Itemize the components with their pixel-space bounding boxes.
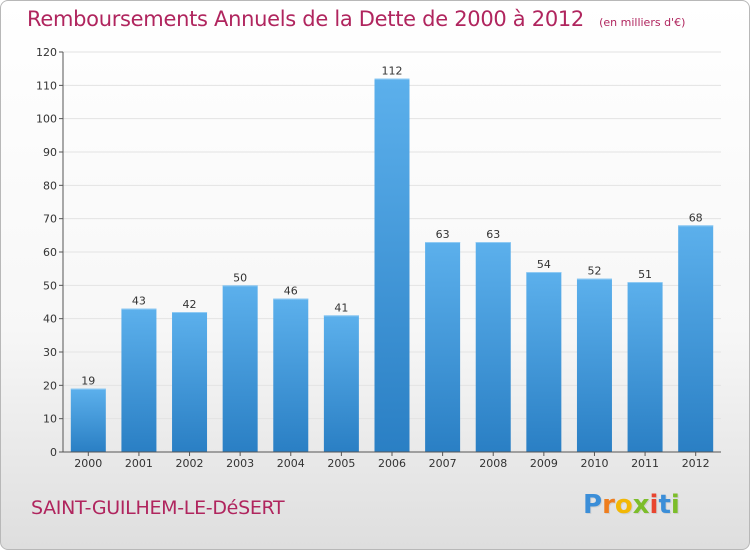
y-tick-label: 100 bbox=[36, 113, 57, 126]
y-tick-label: 80 bbox=[43, 179, 57, 192]
x-tick-label: 2012 bbox=[682, 457, 710, 470]
y-tick-label: 60 bbox=[43, 246, 57, 259]
bar bbox=[678, 225, 714, 452]
x-tick-label: 2001 bbox=[125, 457, 153, 470]
logo-letter: t bbox=[658, 490, 671, 520]
y-tick-label: 0 bbox=[50, 446, 57, 459]
data-label: 112 bbox=[382, 65, 403, 78]
bar-layer: 19 43 42 50 46 41 112 63 63 54 52 51 68 bbox=[70, 65, 714, 453]
x-tick-label: 2009 bbox=[530, 457, 558, 470]
commune-name: SAINT-GUILHEM-LE-DéSERT bbox=[31, 497, 285, 519]
x-tick-label: 2005 bbox=[327, 457, 355, 470]
x-tick-label: 2000 bbox=[74, 457, 102, 470]
logo-letter: x bbox=[632, 490, 650, 520]
y-tick-label: 90 bbox=[43, 146, 57, 159]
data-label: 46 bbox=[284, 285, 298, 298]
data-label: 54 bbox=[537, 258, 551, 271]
y-tick-label: 110 bbox=[36, 79, 57, 92]
data-label: 41 bbox=[334, 301, 348, 314]
bar bbox=[323, 315, 359, 452]
chart-unit: (en milliers d'€) bbox=[599, 16, 686, 29]
data-label: 19 bbox=[81, 375, 95, 388]
logo-letter: P bbox=[583, 490, 603, 520]
logo-letter: o bbox=[614, 490, 633, 520]
x-tick-label: 2003 bbox=[226, 457, 254, 470]
bar bbox=[526, 272, 562, 452]
chart-title: Remboursements Annuels de la Dette de 20… bbox=[27, 7, 584, 31]
bar bbox=[627, 282, 663, 452]
bar bbox=[475, 242, 511, 452]
data-label: 63 bbox=[486, 228, 500, 241]
bar bbox=[273, 298, 309, 452]
y-tick-label: 30 bbox=[43, 346, 57, 359]
data-label: 42 bbox=[183, 298, 197, 311]
proxiti-logo[interactable]: Proxiti bbox=[583, 490, 680, 520]
data-label: 50 bbox=[233, 271, 247, 284]
y-tick-label: 70 bbox=[43, 213, 57, 226]
axis-layer: 0 10 20 30 40 50 60 70 80 90 100 110 120 2000 2001 2002… bbox=[36, 46, 721, 470]
x-tick-label: 2004 bbox=[277, 457, 305, 470]
logo-letter: r bbox=[602, 490, 615, 520]
data-label: 51 bbox=[638, 268, 652, 281]
bar bbox=[425, 242, 461, 452]
y-tick-label: 20 bbox=[43, 379, 57, 392]
y-tick-label: 10 bbox=[43, 413, 57, 426]
data-label: 68 bbox=[689, 211, 703, 224]
y-tick-label: 40 bbox=[43, 313, 57, 326]
y-tick-label: 50 bbox=[43, 279, 57, 292]
bar bbox=[222, 285, 258, 452]
x-tick-label: 2010 bbox=[580, 457, 608, 470]
bar bbox=[121, 308, 157, 452]
x-tick-label: 2007 bbox=[429, 457, 457, 470]
x-tick-label: 2006 bbox=[378, 457, 406, 470]
data-label: 43 bbox=[132, 295, 146, 308]
data-label: 63 bbox=[436, 228, 450, 241]
y-tick-label: 120 bbox=[36, 46, 57, 59]
bar bbox=[172, 312, 208, 452]
x-tick-label: 2008 bbox=[479, 457, 507, 470]
title-block: Remboursements Annuels de la Dette de 20… bbox=[27, 7, 685, 31]
logo-letter: i bbox=[649, 490, 659, 520]
bar bbox=[576, 278, 612, 452]
logo-letter: i bbox=[670, 490, 680, 520]
x-tick-label: 2011 bbox=[631, 457, 659, 470]
data-label: 52 bbox=[587, 265, 601, 278]
bar bbox=[70, 388, 106, 452]
x-tick-label: 2002 bbox=[176, 457, 204, 470]
bar bbox=[374, 78, 410, 453]
